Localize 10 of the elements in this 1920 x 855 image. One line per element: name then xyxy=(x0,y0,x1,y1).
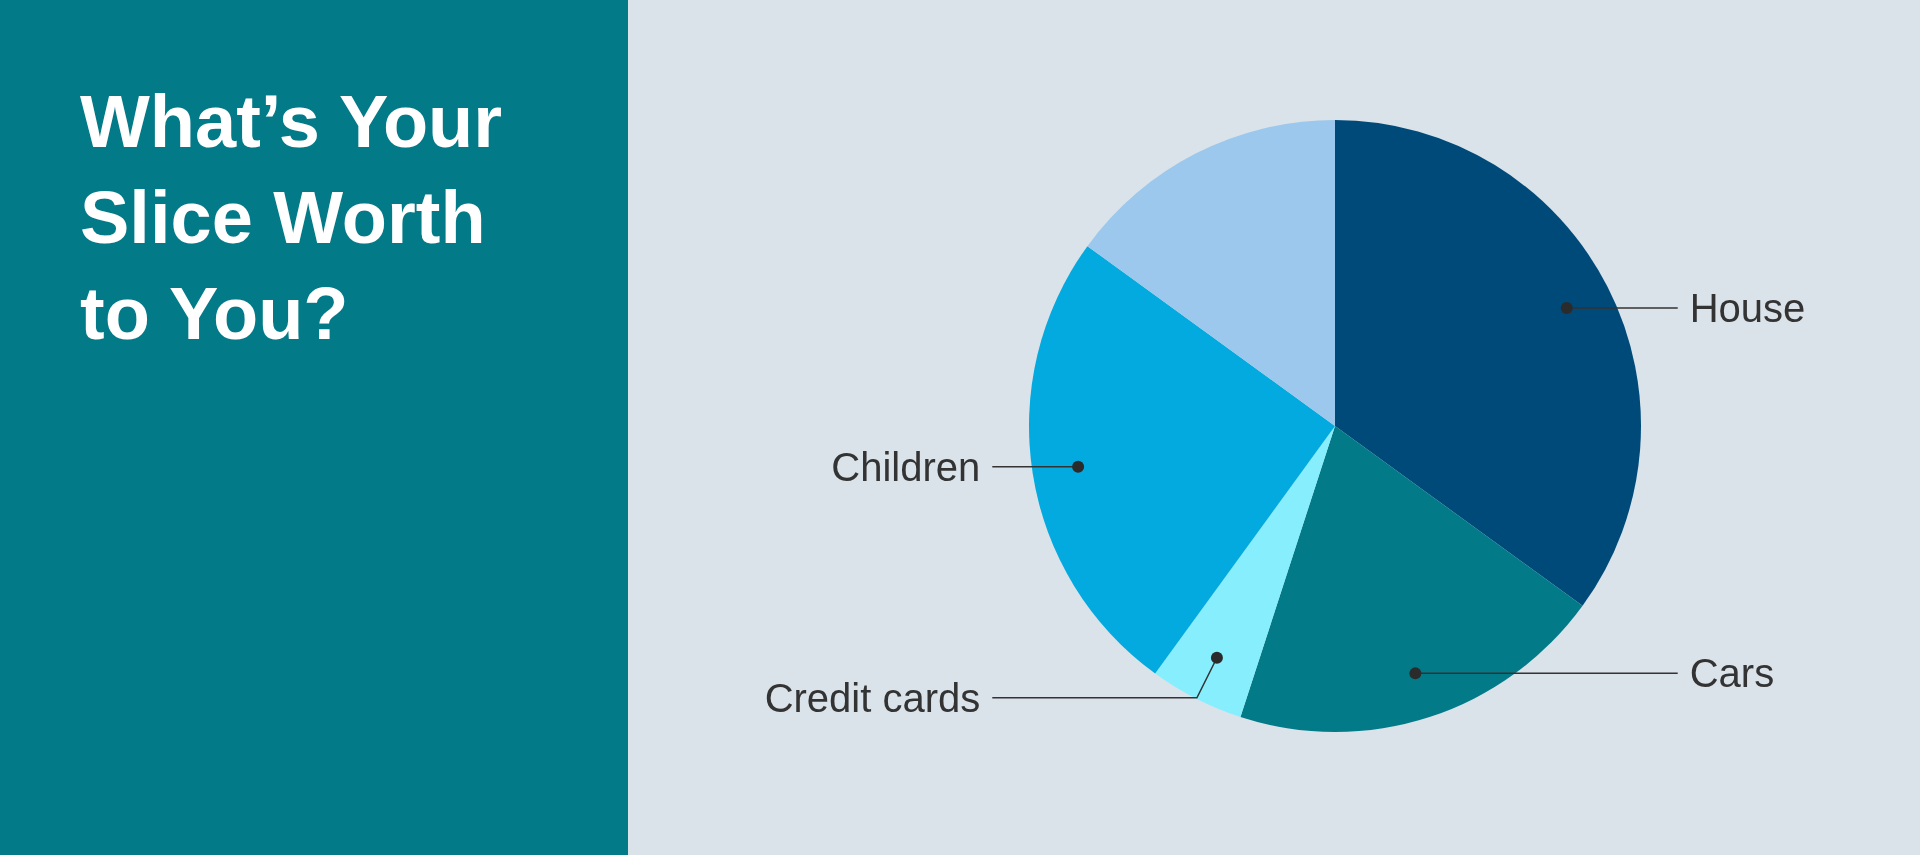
slice-label: Cars xyxy=(1689,651,1775,696)
slice-label: Children xyxy=(831,444,981,489)
pie-slice xyxy=(1087,120,1335,426)
text: What’s Your Slice Worth to You? xyxy=(80,80,503,355)
pie-slice xyxy=(1029,246,1335,674)
slice-label: Credit cards xyxy=(764,675,981,720)
pie-slice xyxy=(1240,426,1583,732)
pie-slice xyxy=(1335,120,1641,606)
pie-slice xyxy=(1155,426,1335,718)
slice-label: House xyxy=(1689,285,1806,330)
